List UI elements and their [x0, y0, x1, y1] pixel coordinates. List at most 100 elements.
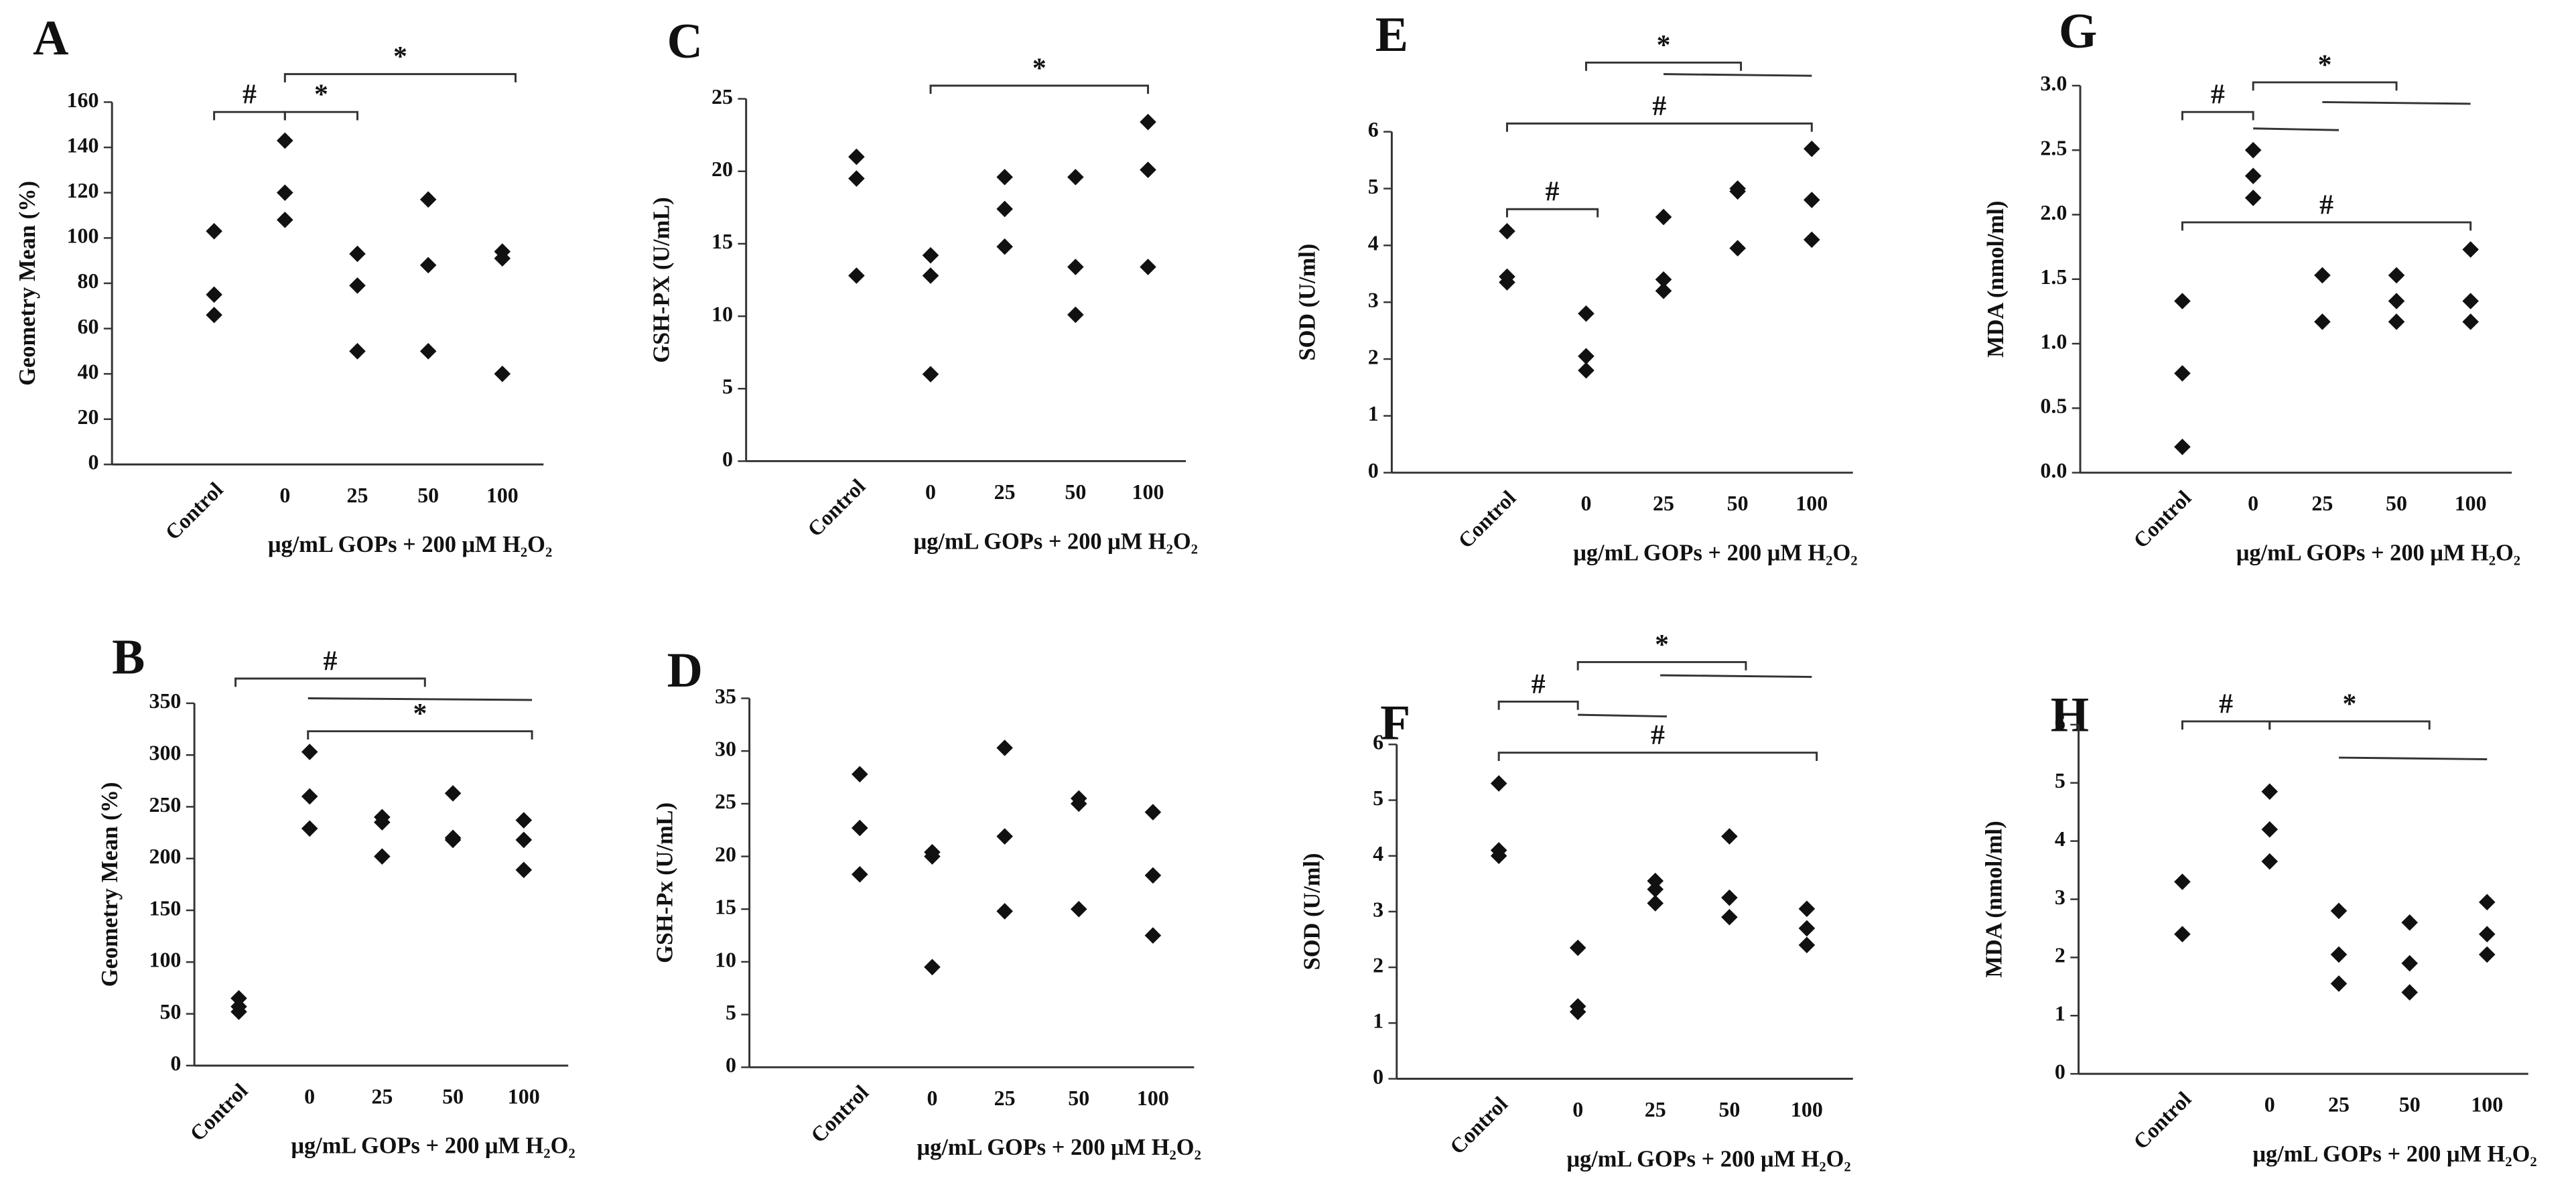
- y-tick-label: 1: [1368, 402, 1379, 425]
- significance: *: [2318, 50, 2332, 80]
- x-tick-label: 50: [1068, 1086, 1089, 1110]
- y-tick-label: 50: [159, 1000, 181, 1024]
- panel: C 0 5 10 15 20 25 GSH-PX (U/mL) Control 0 25 50 100 μ…: [649, 13, 1198, 555]
- point: [2261, 821, 2279, 838]
- y-tick-label: 3: [2055, 886, 2065, 909]
- y-tick-label: 2.5: [2040, 136, 2067, 159]
- bracket: [2181, 221, 2472, 231]
- y-axis-label: MDA (nmol/ml): [1983, 201, 2009, 358]
- significance: #: [2219, 689, 2233, 719]
- panel: G 0.0 0.5 1.0 1.5 2.0 2.5 3.0 MDA (nmol/ml) Contr…: [1983, 3, 2520, 566]
- point: [230, 1003, 247, 1020]
- y-tick-label: 0.5: [2040, 395, 2067, 418]
- y-axis-label: Geometry Mean (%): [15, 181, 40, 386]
- point: [1499, 222, 1515, 240]
- x-tick-label: 100: [1791, 1098, 1823, 1121]
- point: [2388, 267, 2405, 284]
- point: [1798, 920, 1816, 937]
- point: [2174, 293, 2191, 309]
- bracket: [1576, 660, 1747, 671]
- point: [996, 903, 1013, 920]
- y-tick-label: 2: [2055, 944, 2065, 967]
- point: [301, 788, 318, 805]
- point: [206, 286, 222, 303]
- bracket: [1664, 73, 1812, 77]
- point: [2314, 313, 2331, 330]
- point: [301, 820, 318, 837]
- y-tick-label: 1: [1373, 1009, 1383, 1033]
- point: [206, 306, 222, 324]
- x-tick-label: 100: [508, 1084, 540, 1108]
- x-tick-label: 50: [2386, 492, 2407, 515]
- y-tick-label: 10: [715, 948, 736, 971]
- panel-letter: G: [2059, 3, 2097, 58]
- panel: D 0 5 10 15 20 25 30 35 GSH-Px (U/mL) Control 0 25 50…: [653, 642, 1201, 1160]
- significance: *: [393, 42, 407, 72]
- panel-letter: B: [112, 629, 145, 684]
- point: [2244, 190, 2262, 206]
- point: [848, 170, 865, 187]
- y-tick-label: 2.0: [2040, 201, 2067, 224]
- point: [1721, 889, 1738, 906]
- y-tick-label: 60: [78, 315, 99, 338]
- point: [922, 267, 939, 284]
- y-tick-label: 120: [67, 179, 99, 202]
- significance: #: [1651, 720, 1665, 751]
- y-tick-label: 6: [1373, 731, 1383, 754]
- panel-letter: H: [2051, 687, 2089, 742]
- significance: *: [1655, 630, 1669, 660]
- x-tick-label: 50: [1718, 1098, 1740, 1121]
- point: [922, 246, 939, 264]
- point: [2174, 365, 2191, 382]
- point: [2261, 853, 2279, 870]
- x-tick-label: 100: [2471, 1093, 2503, 1117]
- y-tick-label: 0: [726, 1054, 736, 1077]
- point: [419, 257, 437, 274]
- x-axis-label: μg/mL GOPs + 200 μM H₂O₂: [2252, 1141, 2536, 1167]
- point: [852, 866, 868, 883]
- y-tick-label: 1.0: [2040, 330, 2067, 353]
- y-tick-label: 15: [711, 230, 733, 253]
- point: [2462, 293, 2479, 309]
- point: [1070, 900, 1087, 918]
- y-tick-label: 1.5: [2040, 265, 2067, 289]
- y-tick-label: 0: [2055, 1060, 2065, 1083]
- point: [1578, 305, 1595, 322]
- y-axis-label: GSH-Px (U/mL): [653, 802, 678, 963]
- panel-letter: C: [667, 13, 703, 68]
- y-tick-label: 4: [1368, 232, 1379, 255]
- y-tick-label: 200: [149, 845, 181, 868]
- point: [1490, 847, 1507, 865]
- point: [1499, 274, 1515, 291]
- bracket: [1578, 713, 1667, 718]
- x-tick-label: 25: [371, 1084, 393, 1108]
- y-tick-label: 6: [2055, 711, 2065, 734]
- bracket: [2268, 720, 2431, 730]
- bracket: [2322, 100, 2471, 105]
- point: [1569, 939, 1586, 957]
- y-tick-label: 0.0: [2040, 459, 2067, 482]
- point: [277, 132, 293, 149]
- x-tick-label: Control: [1454, 486, 1521, 553]
- x-tick-label: 0: [925, 480, 936, 504]
- point: [2314, 267, 2331, 284]
- point: [996, 739, 1013, 756]
- significance: #: [2211, 80, 2225, 111]
- x-tick-label: Control: [807, 1080, 874, 1147]
- point: [2478, 894, 2496, 911]
- point: [277, 184, 293, 201]
- bracket: [283, 111, 358, 121]
- x-tick-label: 100: [2455, 492, 2487, 515]
- y-tick-label: 300: [149, 742, 181, 765]
- point: [2401, 955, 2418, 972]
- bracket: [283, 73, 517, 82]
- point: [2478, 926, 2496, 942]
- point: [374, 848, 391, 865]
- significance: *: [2343, 689, 2357, 719]
- point: [444, 785, 462, 802]
- y-tick-label: 350: [149, 689, 181, 713]
- x-tick-label: 25: [994, 480, 1016, 504]
- y-tick-label: 0: [1368, 459, 1379, 482]
- panel-letter: D: [667, 642, 703, 697]
